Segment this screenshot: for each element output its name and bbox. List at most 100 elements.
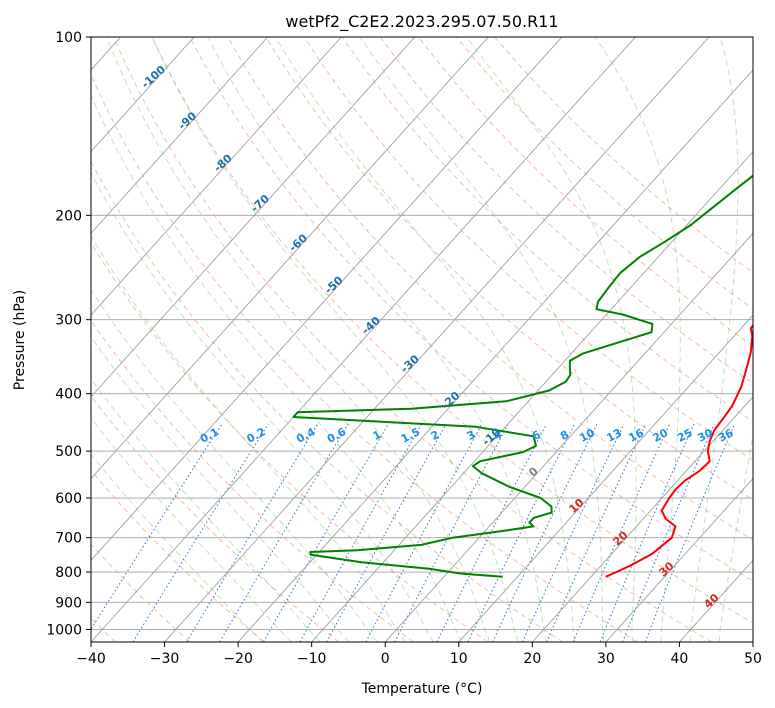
- y-tick-label: 800: [55, 565, 82, 581]
- mixing-ratio-label: 3: [465, 428, 478, 443]
- mixing-ratio-line: [644, 423, 736, 642]
- isotherm: [91, 37, 563, 561]
- moist-adiabat: [91, 234, 406, 642]
- mixing-ratio-label: 13: [604, 426, 624, 445]
- isotherm: [91, 37, 269, 235]
- isotherm-label: 20: [611, 529, 631, 549]
- x-axis-label: Temperature (°C): [361, 681, 483, 697]
- mixing-ratio-line: [492, 423, 598, 642]
- isotherm: [384, 232, 753, 642]
- isotherm: [311, 150, 753, 642]
- x-tick-label: 10: [450, 651, 468, 667]
- y-tick-label: 200: [55, 208, 82, 224]
- moist-adiabat: [718, 431, 753, 642]
- axes: −40 −30 −20 −10 0 10 20 30 40 5010020030040050060…: [46, 30, 762, 667]
- line-labels: 0.1 0.2 0.4 0.6 1 1.5 2 3 4 6 8 10 13 16 20 25 30 36-100-…: [139, 63, 736, 611]
- dry-adiabat: [91, 469, 265, 642]
- mixing-ratio-label: 0.4: [294, 425, 318, 446]
- mixing-ratio-label: 0.6: [325, 425, 349, 446]
- y-tick-label: 400: [55, 387, 82, 403]
- temperature-line: [605, 323, 753, 578]
- moist-adiabat: [359, 37, 605, 642]
- mixing-ratio-line: [522, 423, 625, 642]
- y-tick-label: 100: [55, 30, 82, 46]
- mixing-ratio-label: 30: [695, 426, 715, 445]
- moist-adiabat: [91, 171, 434, 642]
- mixing-ratio-line: [91, 423, 223, 630]
- y-tick-label: 700: [55, 531, 82, 547]
- isotherm: [679, 559, 753, 642]
- x-tick-label: 0: [381, 651, 390, 667]
- mixing-ratio-line: [186, 423, 319, 642]
- dry-adiabat: [303, 37, 753, 461]
- isotherm: [237, 69, 753, 642]
- moist-adiabat: [91, 417, 293, 642]
- x-tick-label: 40: [671, 651, 689, 667]
- dry-adiabat: [341, 37, 753, 422]
- isotherm: [458, 314, 753, 642]
- dry-adiabat: [265, 37, 753, 501]
- moist-adiabat: [466, 37, 637, 642]
- isotherm-label: -60: [287, 231, 311, 254]
- isotherm-label: 10: [567, 496, 587, 516]
- mixing-ratio-label: 20: [651, 426, 671, 445]
- y-tick-label: 600: [55, 491, 82, 507]
- mixing-ratio-label: 25: [675, 426, 695, 445]
- mixing-ratio-line: [546, 423, 647, 642]
- background-lines: [91, 37, 753, 642]
- mixing-ratio-line: [572, 423, 671, 642]
- mixing-ratio-label: 6: [530, 428, 543, 443]
- mixing-ratio-line: [599, 423, 695, 642]
- moist-adiabat: [91, 335, 350, 642]
- dry-adiabat: [91, 73, 638, 642]
- isotherm: [91, 37, 195, 153]
- isotherm-label: -70: [248, 192, 272, 215]
- isotherm-label: -90: [176, 109, 200, 132]
- isotherm: [91, 37, 636, 642]
- isotherm-label: -100: [139, 63, 168, 91]
- y-axis-label: Pressure (hPa): [12, 290, 28, 390]
- x-tick-label: 30: [597, 651, 615, 667]
- mixing-ratio-label: 2: [429, 428, 442, 443]
- isotherm: [164, 37, 710, 642]
- moist-adiabat: [91, 378, 321, 642]
- dry-adiabat: [227, 37, 753, 541]
- dry-adiabat: [91, 543, 191, 642]
- isotherm: [91, 37, 416, 398]
- isotherm: [91, 37, 489, 480]
- isotherm: [531, 396, 753, 642]
- mixing-ratio-line: [299, 423, 423, 642]
- dry-adiabat: [456, 37, 753, 310]
- dry-adiabat: [379, 37, 753, 384]
- mixing-ratio-line: [394, 423, 509, 642]
- mixing-ratio-line: [436, 423, 547, 642]
- dewpoint-line: [292, 174, 753, 578]
- isotherm-label: -30: [398, 352, 422, 375]
- mixing-ratio-label: 0.2: [245, 425, 268, 446]
- mixing-ratio-line: [467, 423, 576, 642]
- moist-adiabat: [106, 37, 491, 642]
- x-tick-label: 20: [523, 651, 541, 667]
- moist-adiabat: [275, 37, 576, 642]
- isotherm: [605, 477, 753, 642]
- dry-adiabat: [113, 37, 713, 642]
- mixing-ratio-label: 10: [577, 426, 597, 445]
- dry-adiabat: [91, 160, 563, 642]
- grid: [91, 37, 753, 642]
- series: [292, 174, 753, 578]
- isotherm-label: 30: [657, 559, 677, 579]
- x-tick-label: −10: [297, 651, 327, 667]
- x-tick-label: 50: [744, 651, 762, 667]
- mixing-ratio-label: 36: [716, 426, 736, 445]
- chart-title: wetPf2_C2E2.2023.295.07.50.R11: [285, 12, 558, 32]
- mixing-ratio-line: [326, 423, 447, 642]
- dry-adiabat: [91, 395, 340, 642]
- isotherm: [752, 641, 753, 642]
- isotherm: [91, 37, 342, 316]
- mixing-ratio-line: [219, 423, 349, 642]
- y-tick-label: 900: [55, 595, 82, 611]
- x-tick-label: −30: [150, 651, 180, 667]
- mixing-ratio-line: [365, 423, 483, 642]
- isotherm-label: -40: [359, 314, 383, 337]
